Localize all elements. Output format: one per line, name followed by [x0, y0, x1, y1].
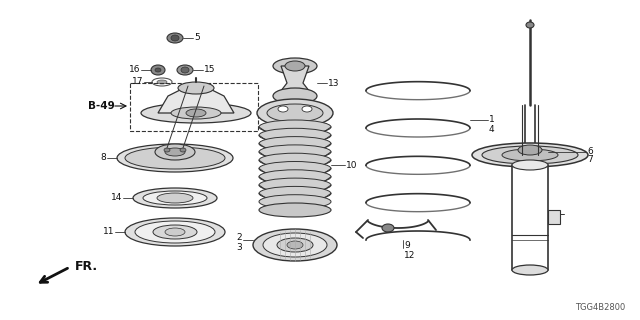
- Ellipse shape: [141, 103, 251, 123]
- Ellipse shape: [259, 128, 331, 142]
- Ellipse shape: [278, 106, 288, 112]
- Ellipse shape: [152, 78, 172, 86]
- Text: 11: 11: [102, 228, 114, 236]
- Text: 3: 3: [236, 243, 242, 252]
- Ellipse shape: [472, 143, 588, 167]
- Ellipse shape: [171, 35, 179, 41]
- Ellipse shape: [259, 120, 331, 134]
- Text: FR.: FR.: [75, 260, 98, 274]
- Ellipse shape: [259, 137, 331, 151]
- Text: 14: 14: [111, 194, 122, 203]
- Text: 8: 8: [100, 154, 106, 163]
- Ellipse shape: [155, 144, 195, 160]
- Bar: [130, 83, 258, 131]
- Ellipse shape: [157, 193, 193, 203]
- Ellipse shape: [273, 58, 317, 74]
- Ellipse shape: [259, 195, 331, 209]
- Text: 12: 12: [404, 252, 415, 260]
- Ellipse shape: [259, 178, 331, 192]
- Text: 17: 17: [131, 77, 143, 86]
- Ellipse shape: [302, 106, 312, 112]
- Ellipse shape: [259, 170, 331, 184]
- Ellipse shape: [259, 162, 331, 175]
- Ellipse shape: [273, 88, 317, 104]
- Ellipse shape: [165, 148, 185, 156]
- Ellipse shape: [165, 228, 185, 236]
- Ellipse shape: [526, 22, 534, 28]
- Ellipse shape: [512, 160, 548, 170]
- Text: 15: 15: [204, 66, 216, 75]
- Ellipse shape: [178, 82, 214, 94]
- Ellipse shape: [171, 107, 221, 119]
- Ellipse shape: [277, 238, 313, 252]
- Ellipse shape: [157, 80, 167, 84]
- Ellipse shape: [153, 225, 197, 239]
- Ellipse shape: [253, 229, 337, 261]
- Ellipse shape: [259, 203, 331, 217]
- Ellipse shape: [512, 265, 548, 275]
- Ellipse shape: [186, 109, 206, 117]
- Text: 4: 4: [489, 125, 495, 134]
- Text: 5: 5: [194, 34, 200, 43]
- Ellipse shape: [259, 145, 331, 159]
- Ellipse shape: [259, 153, 331, 167]
- Ellipse shape: [482, 146, 578, 164]
- Ellipse shape: [143, 191, 207, 205]
- Bar: [548, 210, 560, 224]
- Text: 13: 13: [328, 78, 339, 87]
- Ellipse shape: [287, 241, 303, 249]
- Ellipse shape: [125, 147, 225, 169]
- Ellipse shape: [257, 99, 333, 127]
- Ellipse shape: [180, 148, 186, 152]
- Text: 6: 6: [587, 148, 593, 156]
- Ellipse shape: [177, 65, 193, 75]
- Ellipse shape: [151, 65, 165, 75]
- Ellipse shape: [133, 188, 217, 208]
- Ellipse shape: [135, 221, 215, 243]
- Ellipse shape: [155, 68, 161, 72]
- Ellipse shape: [167, 33, 183, 43]
- Text: 1: 1: [489, 116, 495, 124]
- Text: 16: 16: [129, 66, 140, 75]
- Ellipse shape: [382, 224, 394, 232]
- Ellipse shape: [259, 186, 331, 200]
- Text: TGG4B2800: TGG4B2800: [575, 303, 625, 312]
- Text: 2: 2: [236, 233, 242, 242]
- Ellipse shape: [125, 218, 225, 246]
- Ellipse shape: [263, 233, 327, 257]
- Text: 10: 10: [346, 161, 358, 170]
- Ellipse shape: [267, 104, 323, 122]
- Ellipse shape: [164, 148, 170, 152]
- Ellipse shape: [117, 144, 233, 172]
- Text: 9: 9: [404, 242, 410, 251]
- Ellipse shape: [518, 145, 542, 155]
- Polygon shape: [277, 66, 313, 96]
- Ellipse shape: [181, 67, 189, 73]
- Ellipse shape: [285, 61, 305, 71]
- Ellipse shape: [502, 149, 558, 161]
- Text: 7: 7: [587, 156, 593, 164]
- Polygon shape: [158, 86, 234, 113]
- Text: B-49: B-49: [88, 101, 115, 111]
